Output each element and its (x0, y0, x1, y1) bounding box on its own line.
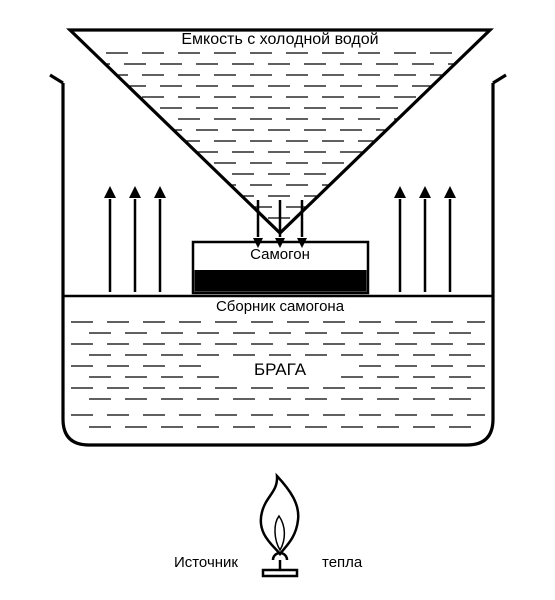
label-heat-right: тепла (322, 554, 363, 571)
label-cold-water: Емкость с холодной водой (181, 31, 378, 48)
heat-source (261, 476, 298, 576)
label-collector: Сборник самогона (216, 298, 345, 315)
flame-icon (261, 476, 298, 554)
label-braga: БРАГА (254, 360, 307, 379)
label-moonshine: Самогон (250, 246, 310, 263)
label-heat-left: Источник (174, 554, 238, 571)
